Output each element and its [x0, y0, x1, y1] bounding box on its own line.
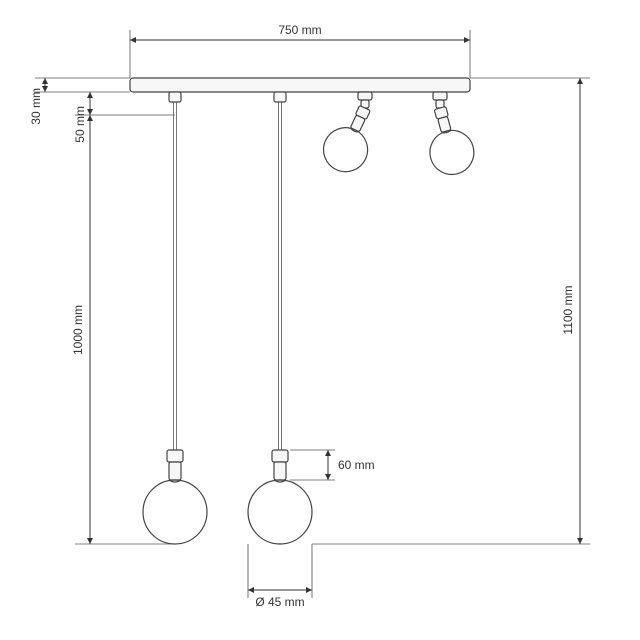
dim-canopy-thickness-label: 30 mm — [29, 88, 43, 125]
pendant-1 — [143, 92, 207, 544]
pendant-2 — [248, 92, 312, 544]
dimension-drawing: 750 mm 30 mm 50 mm 1000 mm 1100 mm — [0, 0, 640, 640]
dim-bulb-diameter: Ø 45 mm — [248, 544, 312, 609]
dim-width-label: 750 mm — [278, 23, 321, 37]
dim-bulb-diameter-label: Ø 45 mm — [255, 595, 304, 609]
dim-pendant-drop-label: 1000 mm — [71, 305, 85, 355]
ceiling-canopy — [130, 78, 470, 92]
dim-socket-height: 60 mm — [290, 450, 375, 480]
spot-2 — [419, 92, 479, 179]
dim-width: 750 mm — [130, 23, 470, 78]
dim-canopy-rail-label: 50 mm — [73, 106, 87, 143]
dim-socket-height-label: 60 mm — [338, 458, 375, 472]
spot-1 — [316, 92, 385, 179]
dim-pendant-drop: 1000 mm — [71, 115, 175, 544]
dim-total-height: 1100 mm — [312, 78, 590, 544]
dim-total-height-label: 1100 mm — [561, 285, 575, 334]
